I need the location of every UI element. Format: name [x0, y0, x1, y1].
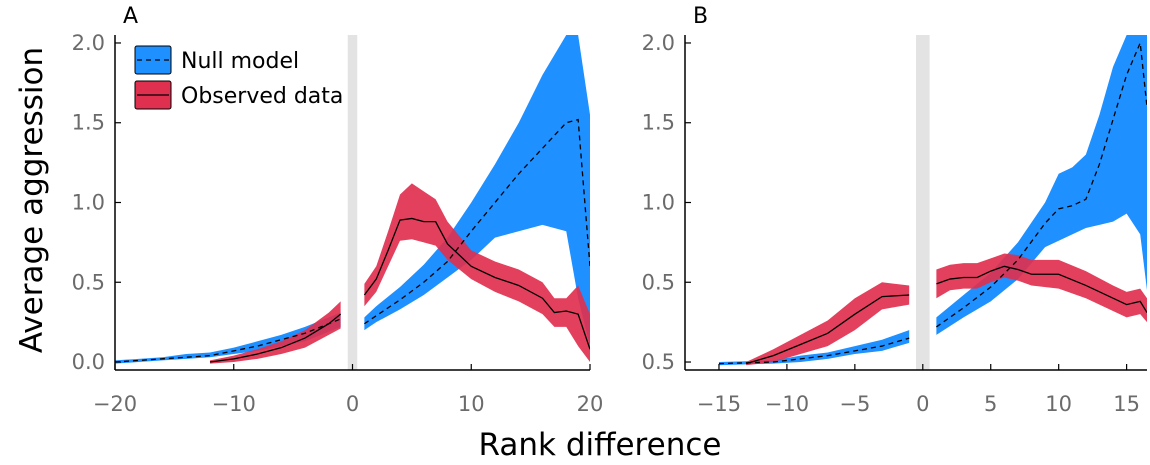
x-tick-label: 10 — [1045, 392, 1072, 416]
observed-data-band-1 — [746, 282, 910, 366]
observed-data-mean-line-1 — [745, 294, 910, 365]
y-tick-label: 1.5 — [642, 111, 675, 135]
panel-b-plot — [718, 35, 1147, 370]
panel-letter-b: B — [693, 4, 708, 29]
x-tick-label: −15 — [697, 392, 741, 416]
observed-data-mean-line-2 — [936, 265, 1147, 313]
panel-a-plot — [115, 35, 590, 370]
y-axis-title: Average aggression — [14, 47, 50, 353]
x-tick-label: 5 — [984, 392, 997, 416]
y-tick-label: 1.5 — [72, 111, 105, 135]
y-tick-label: 1.0 — [72, 191, 105, 215]
y-tick-label: 0.5 — [642, 270, 675, 294]
x-tick-label: −10 — [212, 392, 256, 416]
y-tick-label: 0.0 — [72, 350, 105, 374]
null-model-mean-line-1 — [115, 318, 341, 363]
null-model-band-2 — [936, 35, 1147, 335]
x-axis-title: Rank difference — [479, 427, 722, 463]
legend-label-null-model: Null model — [181, 49, 299, 74]
zero-gap-band — [916, 35, 930, 370]
panel-letter-a: A — [123, 4, 138, 29]
null-model-band-2 — [364, 35, 590, 347]
legend-swatch-null-model — [134, 45, 172, 75]
null-model-mean-line-2 — [936, 40, 1147, 328]
x-tick-label: −20 — [93, 392, 137, 416]
observed-data-mean-line-2 — [363, 217, 590, 350]
observed-data-band-2 — [936, 253, 1147, 323]
x-tick-label: 10 — [458, 392, 485, 416]
x-tick-label: 0 — [916, 392, 929, 416]
null-model-mean-line-2 — [364, 118, 590, 325]
x-tick-label: −5 — [839, 392, 870, 416]
y-tick-label: 1.0 — [642, 191, 675, 215]
x-tick-label: 20 — [577, 392, 604, 416]
y-tick-label: 0.5 — [642, 350, 675, 374]
legend-label-observed-data: Observed data — [181, 84, 343, 109]
x-tick-label: 0 — [346, 392, 359, 416]
observed-data-band-2 — [364, 183, 590, 363]
y-tick-label: 2.0 — [642, 31, 675, 55]
legend: Null model Observed data — [134, 45, 343, 110]
x-tick-label: −10 — [765, 392, 809, 416]
y-tick-label: 2.0 — [72, 31, 105, 55]
observed-data-mean-line-1 — [209, 313, 342, 363]
zero-gap-band — [347, 35, 358, 370]
x-tick-label: 15 — [1113, 392, 1140, 416]
y-tick-label: 0.5 — [72, 270, 105, 294]
